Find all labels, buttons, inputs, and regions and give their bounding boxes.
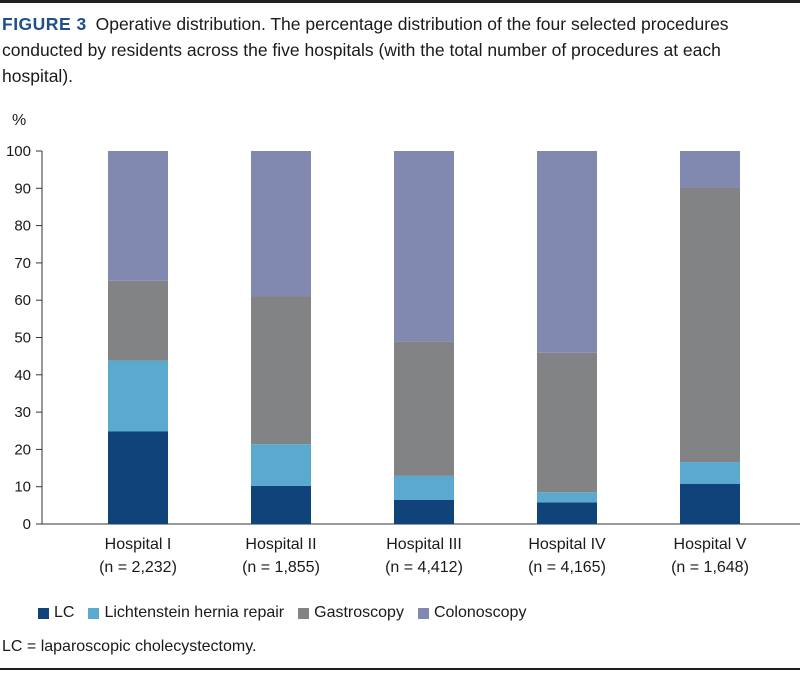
- y-tick-label: 20: [14, 441, 31, 458]
- figure-label: FIGURE 3: [2, 14, 87, 34]
- y-tick-label: 90: [14, 180, 31, 197]
- legend-item: Gastroscopy: [298, 604, 404, 622]
- bar-segment: [251, 444, 311, 486]
- x-tick-label: Hospital III: [386, 536, 462, 553]
- chart-legend: LC Lichtenstein hernia repair Gastroscopy C…: [38, 604, 540, 622]
- x-tick-sublabel: (n = 4,165): [528, 559, 606, 576]
- bar-segment: [394, 341, 454, 476]
- y-axis-label: %: [12, 112, 26, 129]
- y-tick-label: 30: [14, 404, 31, 421]
- bar-segment: [251, 151, 311, 297]
- bar-segment: [680, 151, 740, 188]
- figure-caption: FIGURE 3 Operative distribution. The per…: [2, 11, 792, 89]
- bar-segment: [680, 483, 740, 524]
- legend-item: Colonoscopy: [417, 604, 527, 622]
- x-tick-sublabel: (n = 1,855): [242, 559, 320, 576]
- top-rule: [0, 0, 800, 3]
- bar-segment: [108, 431, 168, 524]
- legend-label: LC: [54, 604, 75, 621]
- legend-swatch: [298, 607, 310, 619]
- y-tick-label: 10: [14, 479, 31, 496]
- bar-segment: [108, 280, 168, 361]
- bar-segment: [537, 151, 597, 353]
- y-tick-label: 80: [14, 218, 31, 235]
- x-tick-sublabel: (n = 4,412): [385, 559, 463, 576]
- y-tick-label: 40: [14, 367, 31, 384]
- legend-label: Colonoscopy: [433, 604, 527, 621]
- x-tick-label: Hospital I: [105, 536, 172, 553]
- x-tick-label: Hospital IV: [528, 536, 606, 553]
- bottom-rule: [0, 668, 800, 670]
- bar-segment: [108, 151, 168, 281]
- stacked-bar-chart: % 0 10 20 30 40 50 60 70 80 90 100 Hospital I (n = 2,…: [6, 112, 800, 576]
- legend-label: Gastroscopy: [314, 604, 404, 621]
- bar-segment: [680, 187, 740, 463]
- bar-segment: [251, 485, 311, 524]
- y-tick-label: 60: [14, 292, 31, 309]
- x-tick-label: Hospital II: [245, 536, 316, 553]
- x-tick-sublabel: (n = 1,648): [671, 559, 749, 576]
- legend-swatch: [88, 607, 100, 619]
- y-tick-label: 70: [14, 255, 31, 272]
- figure-caption-text: Operative distribution. The percentage d…: [2, 14, 729, 86]
- bar-segment: [251, 296, 311, 445]
- legend-label: Lichtenstein hernia repair: [104, 604, 285, 621]
- bar-segment: [108, 360, 168, 432]
- legend-swatch: [38, 607, 49, 619]
- legend-item: Lichtenstein hernia repair: [88, 604, 284, 622]
- x-tick-label: Hospital V: [674, 536, 747, 553]
- bar-segment: [537, 492, 597, 503]
- x-tick-sublabel: (n = 2,232): [99, 559, 177, 576]
- bar-segment: [680, 462, 740, 484]
- footnote: LC = laparoscopic cholecystectomy.: [2, 638, 257, 655]
- y-tick-label: 0: [23, 516, 31, 533]
- bar-segment: [394, 499, 454, 524]
- bar-segment: [394, 475, 454, 500]
- bar-segment: [394, 151, 454, 342]
- y-tick-label: 100: [6, 143, 31, 160]
- legend-swatch: [417, 607, 429, 619]
- y-tick-label: 50: [14, 330, 31, 347]
- legend-item: LC: [38, 604, 74, 622]
- bar-segment: [537, 352, 597, 493]
- bar-segment: [537, 502, 597, 524]
